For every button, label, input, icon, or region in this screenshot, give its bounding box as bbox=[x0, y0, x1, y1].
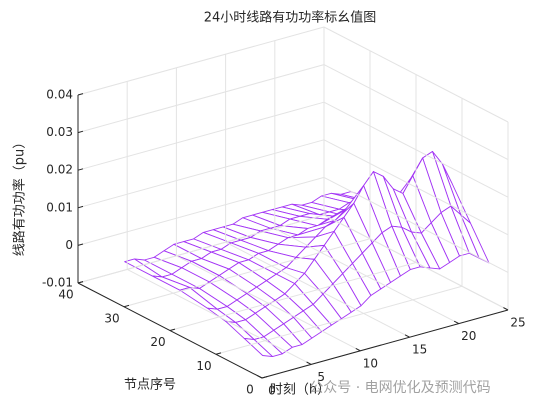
y-tick-label: 20 bbox=[150, 335, 165, 349]
mesh-cell bbox=[243, 338, 273, 357]
y-tick bbox=[77, 281, 84, 284]
z-tick-label: 0 bbox=[65, 238, 73, 252]
x-tick-label: 10 bbox=[363, 356, 378, 370]
grid-line bbox=[77, 176, 325, 246]
y-tick bbox=[123, 304, 130, 308]
x-axis-label: 时刻（h） bbox=[270, 383, 330, 398]
grid-line bbox=[215, 285, 463, 355]
y-axis-label: 节点序号 bbox=[124, 378, 176, 393]
x-tick bbox=[404, 334, 410, 338]
x-tick bbox=[306, 361, 312, 365]
y-tick bbox=[261, 376, 268, 379]
grid-line bbox=[123, 238, 371, 308]
z-tick bbox=[77, 130, 84, 134]
grid-line bbox=[169, 262, 417, 331]
chart-title: 24小时线路有功功率标幺值图 bbox=[204, 10, 377, 26]
y-tick bbox=[215, 352, 222, 355]
z-tick-label: 0.01 bbox=[46, 200, 73, 214]
grid-line bbox=[77, 214, 325, 284]
z-tick-label: 0.02 bbox=[46, 163, 73, 177]
z-tick-label: 0.03 bbox=[46, 125, 73, 139]
x-tick-label: 0 bbox=[268, 384, 276, 398]
x-tick-label: 20 bbox=[461, 329, 476, 343]
z-axis-label: 线路有功功率（pu） bbox=[12, 136, 28, 257]
z-tick bbox=[77, 93, 84, 96]
y-tick-label: 30 bbox=[104, 311, 119, 325]
z-tick-label: -0.01 bbox=[42, 276, 73, 290]
grid-line bbox=[77, 139, 325, 209]
x-tick bbox=[503, 307, 509, 311]
y-tick-label: 0 bbox=[246, 383, 254, 397]
x-tick-label: 25 bbox=[510, 316, 525, 330]
y-tick-label: 10 bbox=[196, 359, 211, 373]
grid-line bbox=[77, 101, 325, 171]
grid-line bbox=[77, 26, 325, 96]
z-tick bbox=[77, 243, 84, 246]
z-tick bbox=[77, 205, 84, 209]
z-tick bbox=[77, 168, 84, 171]
x-axis bbox=[261, 309, 509, 379]
grid-line bbox=[77, 64, 325, 134]
x-tick bbox=[257, 375, 263, 379]
x-tick-label: 5 bbox=[317, 370, 325, 384]
x-tick-label: 15 bbox=[412, 343, 427, 357]
watermark: 公众号 · 电网优化及预测代码 bbox=[309, 380, 490, 396]
y-tick bbox=[169, 328, 176, 331]
x-tick bbox=[453, 320, 460, 325]
z-tick-label: 0.04 bbox=[46, 88, 73, 102]
x-tick bbox=[355, 347, 361, 352]
y-tick-label: 40 bbox=[58, 288, 73, 302]
